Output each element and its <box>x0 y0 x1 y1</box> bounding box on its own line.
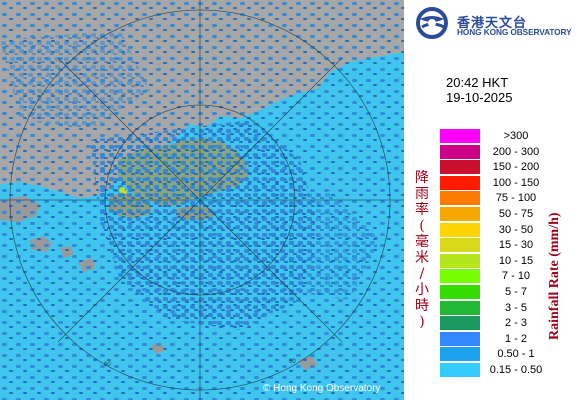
legend-range-label: 150 - 200 <box>492 161 540 174</box>
legend-range-label: 2 - 3 <box>504 317 527 330</box>
legend-swatch <box>440 331 480 346</box>
legend-range-label: 7 - 10 <box>501 270 531 283</box>
legend-range-label: 5 - 7 <box>504 285 527 298</box>
hko-logo-icon <box>416 7 448 39</box>
rain-echo-dense <box>90 120 320 330</box>
radar-date: 19-10-2025 <box>446 90 513 105</box>
rain-echo-east <box>230 190 380 300</box>
legend-panel: 香港天文台 HONG KONG OBSERVATORY 20:42 HKT 19… <box>404 0 577 400</box>
range-rings <box>0 0 404 400</box>
legend-swatch <box>440 175 480 190</box>
legend-swatch <box>440 253 480 268</box>
range-ring-label: 60 <box>289 359 296 365</box>
legend-range-label: 0.50 - 1 <box>497 348 535 361</box>
legend-range-label: 100 - 150 <box>492 176 540 189</box>
legend-range-label: >300 <box>503 130 529 142</box>
legend-range-label: 30 - 50 <box>498 223 534 236</box>
legend-swatch <box>440 284 480 299</box>
legend-range-label: 15 - 30 <box>498 239 534 252</box>
legend-swatch <box>440 347 480 362</box>
hko-logo: 香港天文台 HONG KONG OBSERVATORY <box>414 5 577 41</box>
legend-title-zh: 降雨率(毫米 / 小時) <box>415 170 429 330</box>
legend-range-label: 1 - 2 <box>504 332 527 345</box>
legend-range-label: 50 - 75 <box>498 207 534 220</box>
legend-range-label: 3 - 5 <box>504 301 527 314</box>
legend-swatch <box>440 191 480 206</box>
radar-map-canvas: 60 60 <box>0 0 404 400</box>
legend-range-label: 10 - 15 <box>498 254 534 267</box>
radar-map[interactable]: 60 60 © Hong Kong Observatory <box>0 0 404 400</box>
legend-swatch <box>440 300 480 315</box>
rain-cell-heavier <box>123 190 127 194</box>
legend-swatch <box>440 269 480 284</box>
legend-swatch <box>440 160 480 175</box>
legend-swatch <box>440 362 480 377</box>
legend-swatch <box>440 222 480 237</box>
radar-time: 20:42 HKT <box>446 75 509 90</box>
legend-range-label: 75 - 100 <box>495 192 537 205</box>
rain-echo-northwest <box>0 30 150 130</box>
legend-swatch <box>440 129 480 143</box>
org-name-en: HONG KONG OBSERVATORY <box>457 27 572 37</box>
legend-swatch <box>440 316 480 331</box>
legend-swatch <box>440 206 480 221</box>
map-copyright: © Hong Kong Observatory <box>263 383 381 394</box>
org-name-zh: 香港天文台 <box>457 16 528 31</box>
legend-range-label: 0.15 - 0.50 <box>489 363 543 376</box>
legend-range-label: 200 - 300 <box>492 145 540 158</box>
legend-swatch <box>440 144 480 159</box>
legend-swatch <box>440 238 480 253</box>
range-ring-label: 60 <box>104 362 111 368</box>
